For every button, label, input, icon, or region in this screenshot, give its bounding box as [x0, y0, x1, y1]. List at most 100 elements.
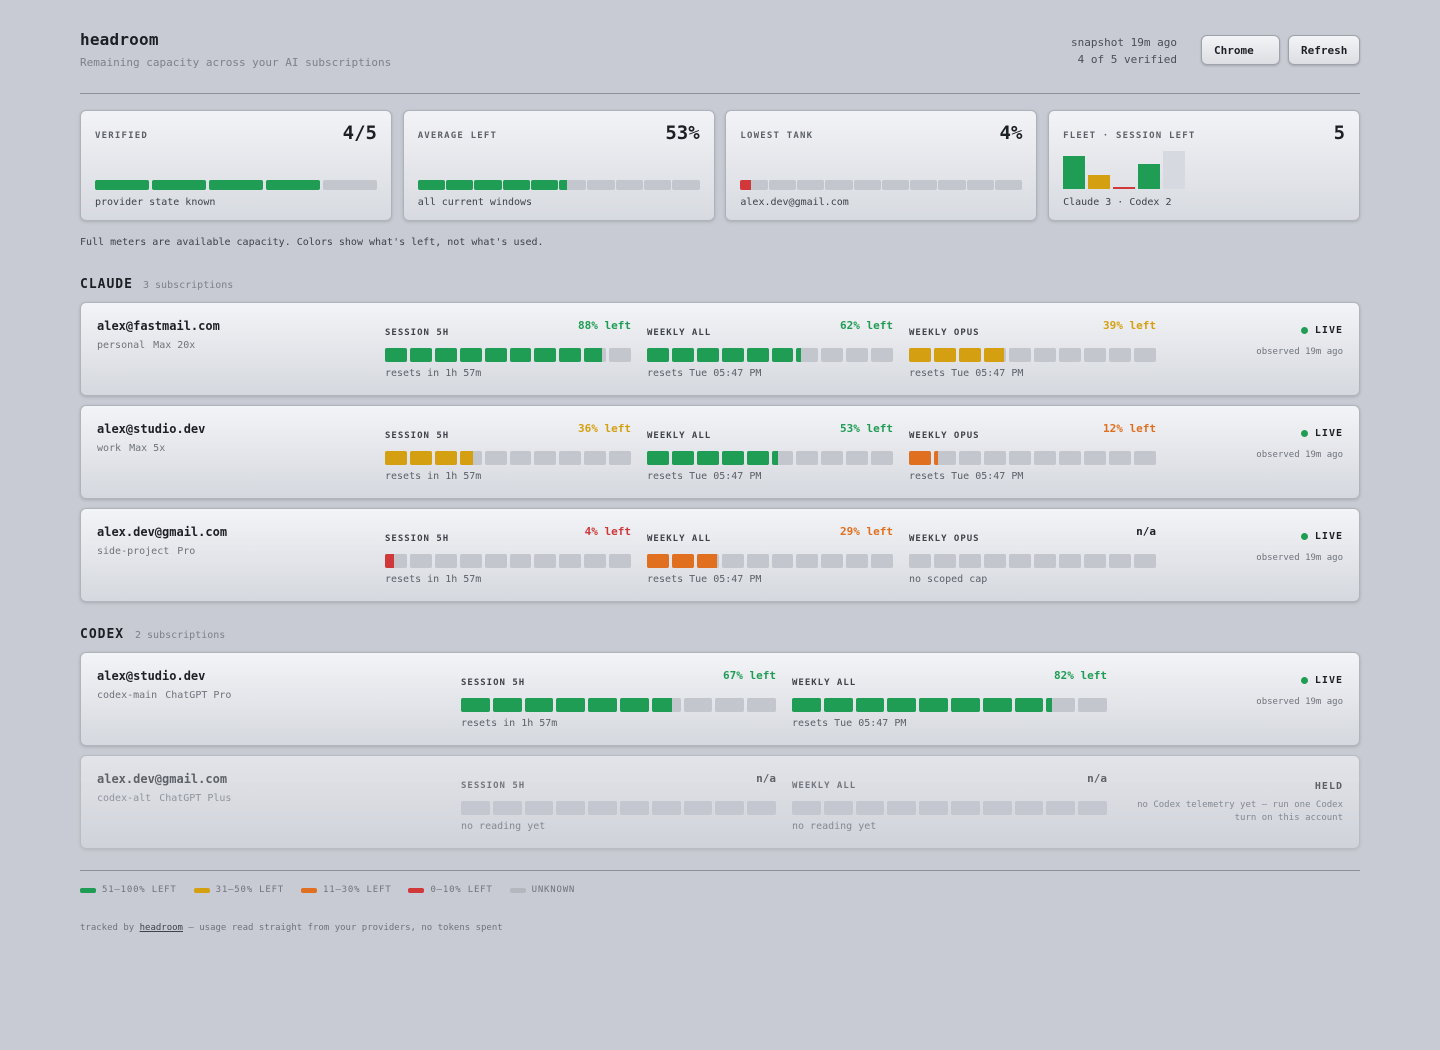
meter-segment: [609, 554, 632, 568]
account-email: alex.dev@gmail.com: [97, 525, 228, 539]
header-divider: [80, 93, 1360, 94]
meter-segment: [509, 554, 532, 568]
account-meta: personal Max 20x: [97, 340, 195, 351]
meter-segment: [950, 801, 980, 815]
summary-value: 4%: [999, 122, 1023, 144]
meter-segment: [559, 554, 582, 568]
meter-segment: [461, 698, 490, 712]
usage-meter: SESSION 5H 67% left resets in 1h 57m: [461, 669, 776, 733]
snapshot-info: snapshot 19m ago 4 of 5 verified: [1071, 34, 1177, 68]
meter-segment: [823, 698, 853, 712]
meter-segment: [1084, 348, 1106, 362]
meter-segment: [484, 554, 507, 568]
live-dot-icon: [1300, 430, 1308, 437]
account-email: alex@fastmail.com: [97, 319, 220, 333]
meter-segment-fill: [502, 180, 530, 190]
meter-segment: [672, 180, 700, 190]
meter-segment: [1078, 801, 1107, 815]
meter-bar: [647, 348, 894, 362]
meter-segment: [823, 801, 853, 815]
meter-segment-fill: [459, 348, 482, 362]
meter-segment: [556, 698, 586, 712]
meter-segment: [434, 348, 457, 362]
verified-segment: [152, 180, 206, 190]
legend-item: 11–30% LEFT: [301, 885, 391, 895]
account-email: alex@studio.dev: [97, 422, 206, 436]
meter-percent: 39% left: [1103, 319, 1156, 332]
account-plan: ChatGPT Pro: [165, 690, 232, 701]
account-meta: codex-alt ChatGPT Plus: [97, 793, 231, 804]
meter-label: SESSION 5H: [385, 328, 450, 338]
summary-value: 53%: [665, 122, 700, 144]
meter-segment: [966, 180, 995, 190]
usage-meter: SESSION 5H n/a no reading yet: [461, 772, 776, 836]
meter-label: WEEKLY ALL: [647, 328, 712, 338]
legend-label: 11–30% LEFT: [323, 885, 392, 895]
meter-bar: [909, 451, 1156, 465]
meter-segment: [938, 180, 966, 190]
meter-segment-fill: [982, 698, 1012, 712]
meter-label: WEEKLY ALL: [647, 534, 712, 544]
meter-segment: [792, 801, 821, 815]
summary-card: AVERAGE LEFT 53% all current windows: [402, 110, 715, 221]
status-label: LIVE: [1314, 428, 1343, 439]
meter-segment: [982, 698, 1012, 712]
meter-segment: [1009, 348, 1031, 362]
meter-segment: [1078, 698, 1107, 712]
meter-label: WEEKLY OPUS: [909, 534, 980, 544]
meter-segment: [588, 801, 617, 815]
meter-segment: [887, 698, 917, 712]
usage-meter: SESSION 5H 4% left resets in 1h 57m: [385, 525, 632, 589]
meter-segment: [671, 554, 694, 568]
meter-segment: [740, 180, 768, 190]
meter-segment: [559, 451, 582, 465]
account-row: alex@fastmail.com personal Max 20x SESSION …: [80, 302, 1360, 396]
browser-select-button[interactable]: Chrome: [1201, 35, 1280, 65]
meter-reset: no scoped cap: [909, 574, 988, 585]
meter-segment: [796, 348, 819, 362]
live-dot-icon: [1300, 677, 1308, 684]
account-tag: work: [97, 443, 122, 454]
meter-segment: [715, 698, 745, 712]
credit-line: tracked by headroom — usage read straigh…: [80, 923, 503, 933]
legend-item: 0–10% LEFT: [408, 885, 492, 895]
meter-segment: [409, 554, 432, 568]
meter-segment: [409, 451, 432, 465]
refresh-button[interactable]: Refresh: [1288, 35, 1360, 65]
meter-segment: [825, 180, 853, 190]
headroom-link[interactable]: headroom: [139, 923, 183, 933]
meter-segment-fill: [934, 451, 939, 465]
meter-segment-fill: [671, 554, 694, 568]
meter-label: WEEKLY ALL: [647, 431, 712, 441]
meter-segment-fill: [584, 348, 602, 362]
meter-segment: [1034, 554, 1056, 568]
account-meta: side-project Pro: [97, 546, 195, 557]
summary-card: LOWEST TANK 4% alex.dev@gmail.com: [725, 110, 1038, 221]
meter-label: SESSION 5H: [385, 534, 450, 544]
footer-divider: [80, 870, 1360, 871]
meter-segment: [534, 554, 557, 568]
meter-segment: [459, 348, 482, 362]
meter-segment: [696, 451, 719, 465]
verified-segment: [323, 180, 377, 190]
meter-segment-fill: [409, 348, 432, 362]
meter-segment: [530, 180, 559, 190]
meter-segment: [1134, 348, 1156, 362]
usage-meter: WEEKLY ALL 82% left resets Tue 05:47 PM: [792, 669, 1107, 733]
meter-segment-fill: [409, 451, 432, 465]
live-dot-icon: [1300, 327, 1308, 334]
meter-segment: [609, 451, 632, 465]
meter-bar: [909, 554, 1156, 568]
meter-segment: [721, 554, 744, 568]
meter-segment: [746, 554, 769, 568]
meter-segment: [715, 801, 745, 815]
meter-percent: 4% left: [584, 525, 631, 538]
meter-segment: [584, 451, 607, 465]
meter-segment-fill: [950, 698, 980, 712]
meter-segment: [982, 801, 1012, 815]
meter-segment-fill: [559, 180, 568, 190]
meter-segment-fill: [721, 451, 744, 465]
account-row: alex@studio.dev work Max 5x SESSION 5H 36% l…: [80, 405, 1360, 499]
meter-segment-fill: [959, 348, 981, 362]
meter-segment-fill: [671, 451, 694, 465]
